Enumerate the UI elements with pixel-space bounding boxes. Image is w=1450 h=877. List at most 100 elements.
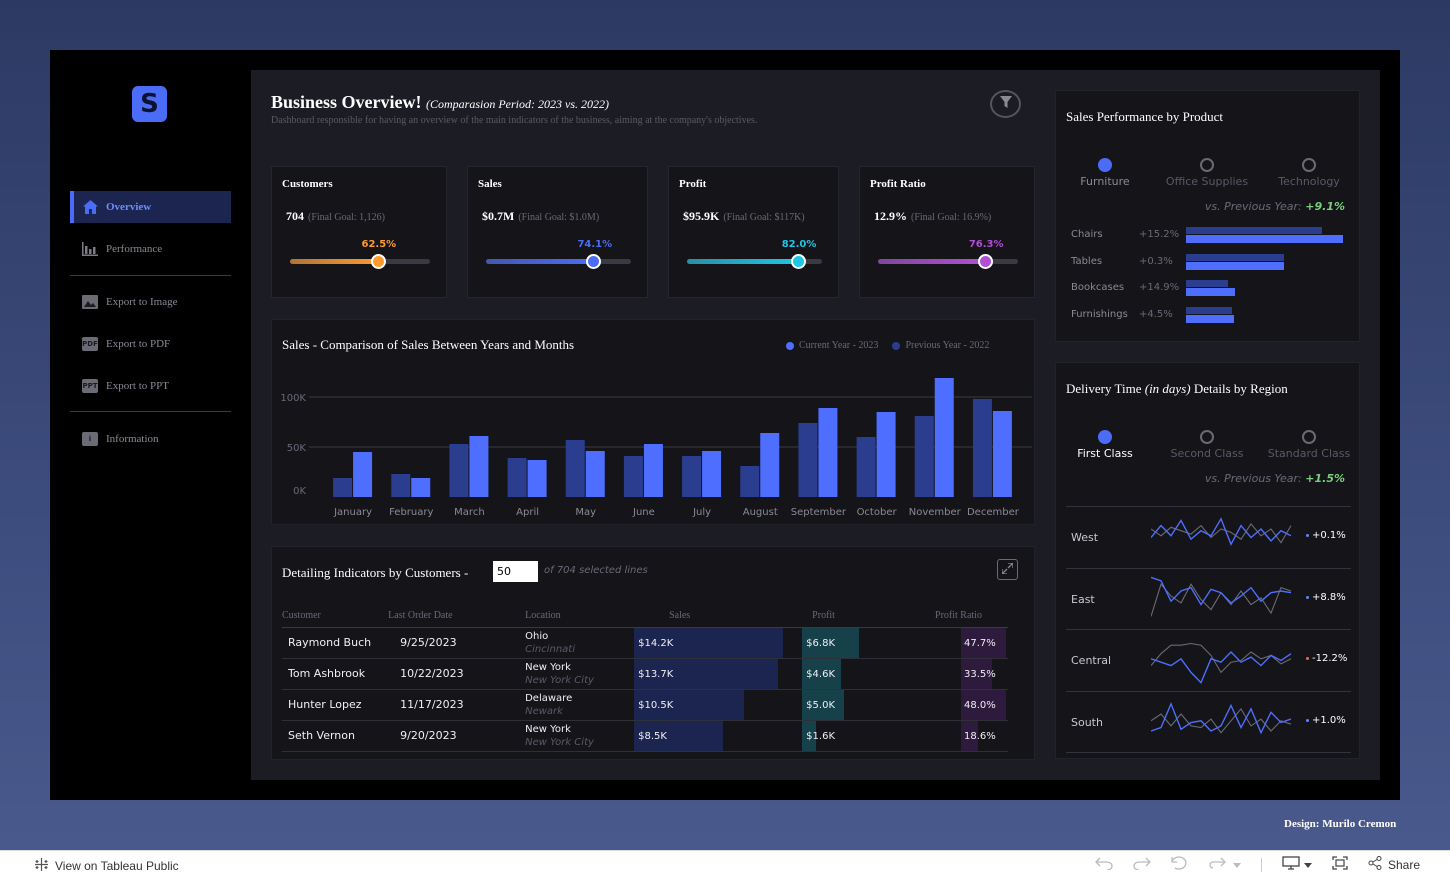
bar-current-july[interactable] bbox=[702, 451, 722, 497]
bar-previous-august[interactable] bbox=[740, 466, 760, 497]
bar-previous-july[interactable] bbox=[682, 456, 702, 497]
kpi-value: 704 bbox=[286, 209, 304, 223]
bar-current-june[interactable] bbox=[643, 444, 663, 497]
export-image-button[interactable]: Export to Image bbox=[70, 286, 231, 318]
download-dropdown-icon[interactable] bbox=[1303, 858, 1312, 872]
bar-previous-november[interactable] bbox=[914, 416, 934, 497]
delivery-option-second-class[interactable]: Second Class bbox=[1157, 430, 1257, 460]
bar-current-april[interactable] bbox=[527, 460, 547, 497]
radio-icon bbox=[1098, 158, 1112, 172]
table-row[interactable]: Seth Vernon 9/20/2023 New York New York Cit… bbox=[282, 720, 1008, 752]
table-row[interactable]: Hunter Lopez 11/17/2023 Delaware Newark $10.… bbox=[282, 689, 1008, 721]
information-label: Information bbox=[106, 433, 159, 445]
sales-chart-title: Sales - Comparison of Sales Between Year… bbox=[282, 337, 575, 352]
sparkline-previous bbox=[1151, 522, 1292, 544]
rows-input[interactable] bbox=[493, 561, 538, 582]
cell-profit: $6.8K bbox=[802, 627, 962, 659]
profit-bar bbox=[802, 720, 816, 751]
radio-icon bbox=[1302, 158, 1316, 172]
bar-current-may[interactable] bbox=[585, 451, 605, 497]
bar-current-november[interactable] bbox=[934, 378, 954, 497]
expand-button[interactable] bbox=[997, 559, 1018, 580]
col-last-order-date[interactable]: Last Order Date bbox=[388, 605, 526, 628]
region-sparkline bbox=[1151, 517, 1292, 546]
fullscreen-icon[interactable] bbox=[1332, 856, 1348, 873]
col-profit-ratio[interactable]: Profit Ratio bbox=[935, 605, 1008, 628]
bar-previous-may[interactable] bbox=[565, 440, 585, 497]
product-option-office-supplies[interactable]: Office Supplies bbox=[1157, 158, 1257, 188]
download-icon[interactable] bbox=[1282, 856, 1300, 873]
delivery-option-first-class[interactable]: First Class bbox=[1055, 430, 1155, 460]
bar-current-december[interactable] bbox=[992, 411, 1012, 497]
nav-performance[interactable]: Performance bbox=[70, 233, 231, 265]
col-location[interactable]: Location bbox=[525, 605, 635, 628]
product-option-technology[interactable]: Technology bbox=[1259, 158, 1359, 188]
kpi-value-row: 12.9% (Final Goal: 16.9%) bbox=[874, 209, 991, 224]
bar-current-august[interactable] bbox=[760, 433, 780, 497]
region-row[interactable]: West +0.1% bbox=[1066, 506, 1351, 567]
col-profit[interactable]: Profit bbox=[802, 605, 962, 628]
sparkline-current bbox=[1151, 517, 1292, 546]
export-ppt-button[interactable]: PPT Export to PPT bbox=[70, 370, 231, 402]
option-label: First Class bbox=[1077, 447, 1133, 460]
bar-previous-october[interactable] bbox=[856, 437, 876, 497]
product-prev-bar bbox=[1186, 280, 1228, 287]
region-row[interactable]: East +8.8% bbox=[1066, 567, 1351, 629]
bar-previous-february[interactable] bbox=[391, 474, 411, 497]
cell-date: 10/22/2023 bbox=[388, 658, 526, 690]
option-label: Furniture bbox=[1080, 175, 1130, 188]
undo-icon[interactable] bbox=[1095, 856, 1113, 873]
product-row[interactable]: Tables +0.3% bbox=[1056, 253, 1359, 274]
share-button[interactable]: Share bbox=[1368, 856, 1420, 873]
delivery-option-standard-class[interactable]: Standard Class bbox=[1259, 430, 1359, 460]
x-tick-label: April bbox=[516, 507, 539, 518]
table-row[interactable]: Raymond Buch 9/25/2023 Ohio Cincinnati $14.2… bbox=[282, 627, 1008, 659]
x-tick-label: February bbox=[389, 507, 433, 518]
product-row[interactable]: Chairs +15.2% bbox=[1056, 227, 1359, 247]
table-row[interactable]: Tom Ashbrook 10/22/2023 New York New York C… bbox=[282, 658, 1008, 690]
information-button[interactable]: i Information bbox=[70, 423, 231, 455]
revert-icon[interactable] bbox=[1171, 856, 1189, 873]
bar-previous-april[interactable] bbox=[507, 458, 527, 497]
product-row[interactable]: Bookcases +14.9% bbox=[1056, 280, 1359, 300]
region-row[interactable]: South +1.0% bbox=[1066, 690, 1351, 752]
cell-sales: $14.2K bbox=[634, 627, 803, 659]
kpi-goal: (Final Goal: $1.0M) bbox=[518, 212, 600, 223]
nav-overview[interactable]: Overview bbox=[70, 191, 231, 223]
bar-current-march[interactable] bbox=[469, 436, 489, 497]
region-name: East bbox=[1071, 592, 1095, 606]
export-pdf-button[interactable]: PDF Export to PDF bbox=[70, 328, 231, 360]
kpi-value: 12.9% bbox=[874, 209, 907, 223]
bar-current-january[interactable] bbox=[353, 452, 373, 497]
redo-icon[interactable] bbox=[1133, 856, 1151, 873]
sales-bar bbox=[634, 689, 745, 720]
kpi-name: Customers bbox=[282, 178, 333, 190]
col-sales[interactable]: Sales bbox=[634, 605, 803, 628]
bar-chart-icon bbox=[82, 242, 98, 256]
bar-current-october[interactable] bbox=[876, 412, 896, 497]
bar-previous-june[interactable] bbox=[623, 456, 643, 497]
bar-previous-january[interactable] bbox=[333, 478, 353, 497]
region-row[interactable]: Central -12.2% bbox=[1066, 629, 1351, 690]
kpi-progress-track bbox=[878, 254, 1018, 269]
view-on-tableau-link[interactable]: View on Tableau Public bbox=[34, 857, 179, 875]
region-change: -12.2% bbox=[1312, 653, 1348, 664]
bar-previous-september[interactable] bbox=[798, 423, 818, 497]
col-customer[interactable]: Customer bbox=[282, 605, 389, 628]
bar-current-february[interactable] bbox=[411, 478, 431, 497]
page-title: Business Overview! (Comparasion Period: … bbox=[271, 92, 609, 113]
product-name: Bookcases bbox=[1071, 282, 1125, 293]
product-row[interactable]: Furnishings +4.5% bbox=[1056, 306, 1359, 327]
divider bbox=[70, 275, 231, 276]
refresh-dropdown-icon[interactable] bbox=[1232, 858, 1241, 872]
filter-button[interactable] bbox=[990, 90, 1021, 118]
product-option-furniture[interactable]: Furniture bbox=[1055, 158, 1155, 188]
region-name: West bbox=[1071, 531, 1099, 544]
y-tick-label: 50K bbox=[287, 443, 307, 454]
refresh-icon[interactable] bbox=[1209, 856, 1227, 873]
bar-previous-december[interactable] bbox=[972, 399, 992, 497]
divider bbox=[70, 411, 231, 412]
bar-previous-march[interactable] bbox=[449, 444, 469, 497]
product-change: +15.2% bbox=[1139, 229, 1180, 240]
bar-current-september[interactable] bbox=[818, 408, 838, 497]
